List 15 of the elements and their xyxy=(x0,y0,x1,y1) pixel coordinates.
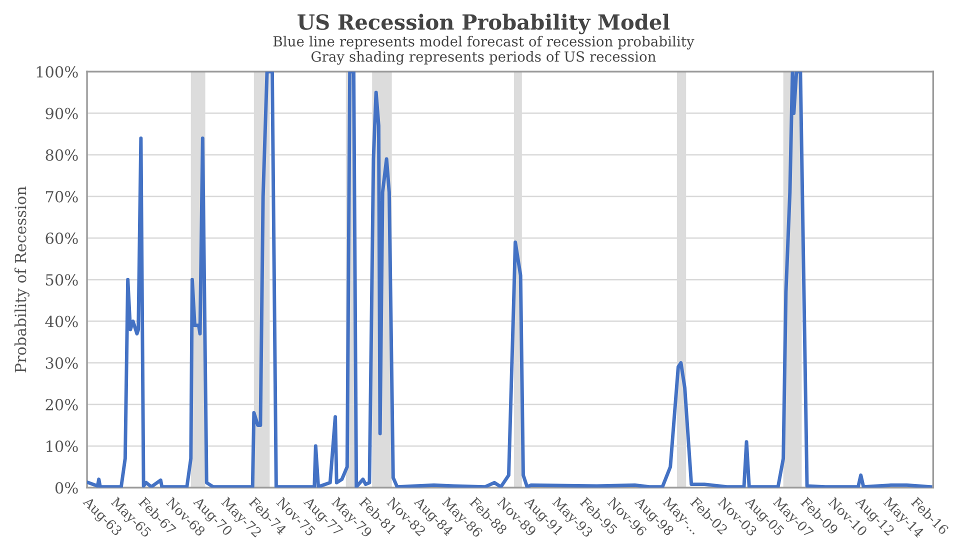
y-tick-label: 40% xyxy=(45,316,78,328)
y-tick-label: 90% xyxy=(46,108,78,120)
y-tick-label: 60% xyxy=(46,232,78,244)
y-tick-label: 20% xyxy=(46,398,78,410)
y-tick-label: 50% xyxy=(46,274,78,286)
line-series xyxy=(87,72,932,488)
chart-subtitle: Blue line represents model forecast of recession probability Gray shading represents periods of US recession xyxy=(273,36,694,65)
chart-title: US Recession Probability Model xyxy=(298,14,670,34)
y-tick-label: 80% xyxy=(46,149,78,161)
y-tick-label: 100% xyxy=(36,66,78,78)
y-tick-label: 0% xyxy=(55,482,78,494)
y-tick-label: 10% xyxy=(46,440,78,452)
y-tick-label: 70% xyxy=(46,190,78,202)
y-axis-title: Probability of Recession xyxy=(14,186,30,372)
y-tick-label: 30% xyxy=(46,357,78,369)
